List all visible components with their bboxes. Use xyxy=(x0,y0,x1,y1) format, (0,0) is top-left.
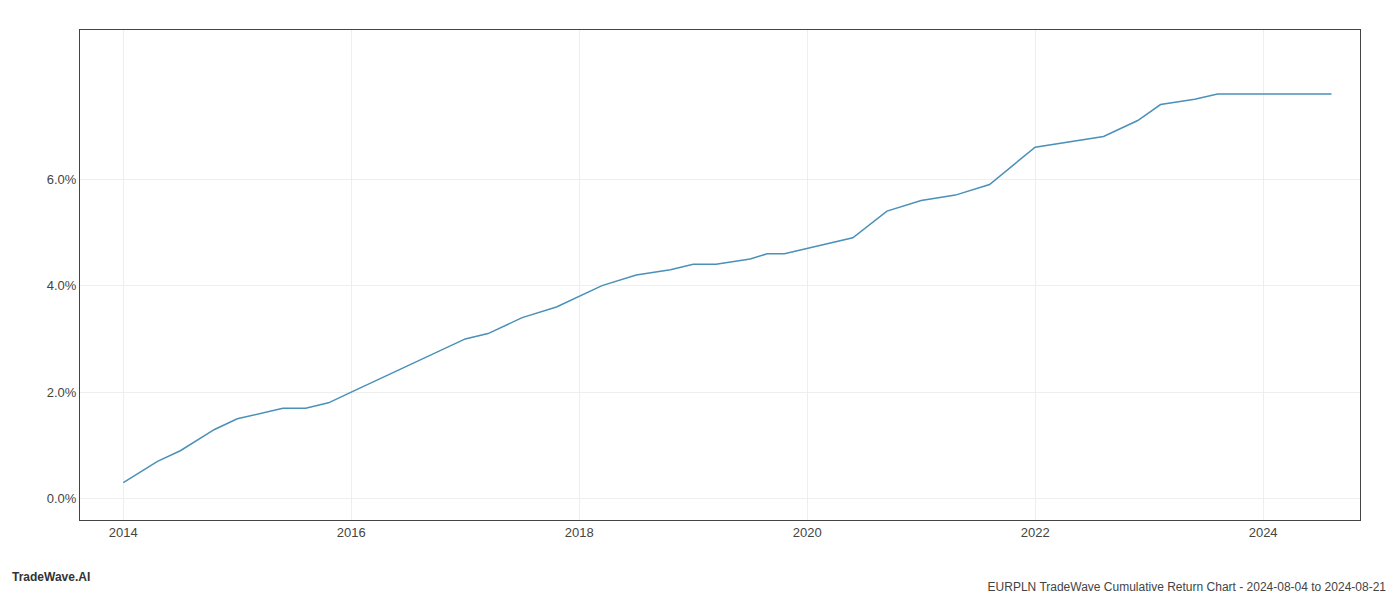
svg-text:6.0%: 6.0% xyxy=(47,172,77,187)
svg-text:0.0%: 0.0% xyxy=(47,491,77,506)
svg-text:2014: 2014 xyxy=(109,525,138,540)
svg-text:EURPLN TradeWave Cumulative Re: EURPLN TradeWave Cumulative Return Chart… xyxy=(988,580,1387,594)
svg-text:2020: 2020 xyxy=(793,525,822,540)
svg-text:2024: 2024 xyxy=(1249,525,1278,540)
svg-text:2.0%: 2.0% xyxy=(47,385,77,400)
svg-text:2018: 2018 xyxy=(565,525,594,540)
svg-text:TradeWave.AI: TradeWave.AI xyxy=(12,570,90,584)
svg-text:4.0%: 4.0% xyxy=(47,278,77,293)
svg-text:2016: 2016 xyxy=(337,525,366,540)
svg-text:2022: 2022 xyxy=(1021,525,1050,540)
